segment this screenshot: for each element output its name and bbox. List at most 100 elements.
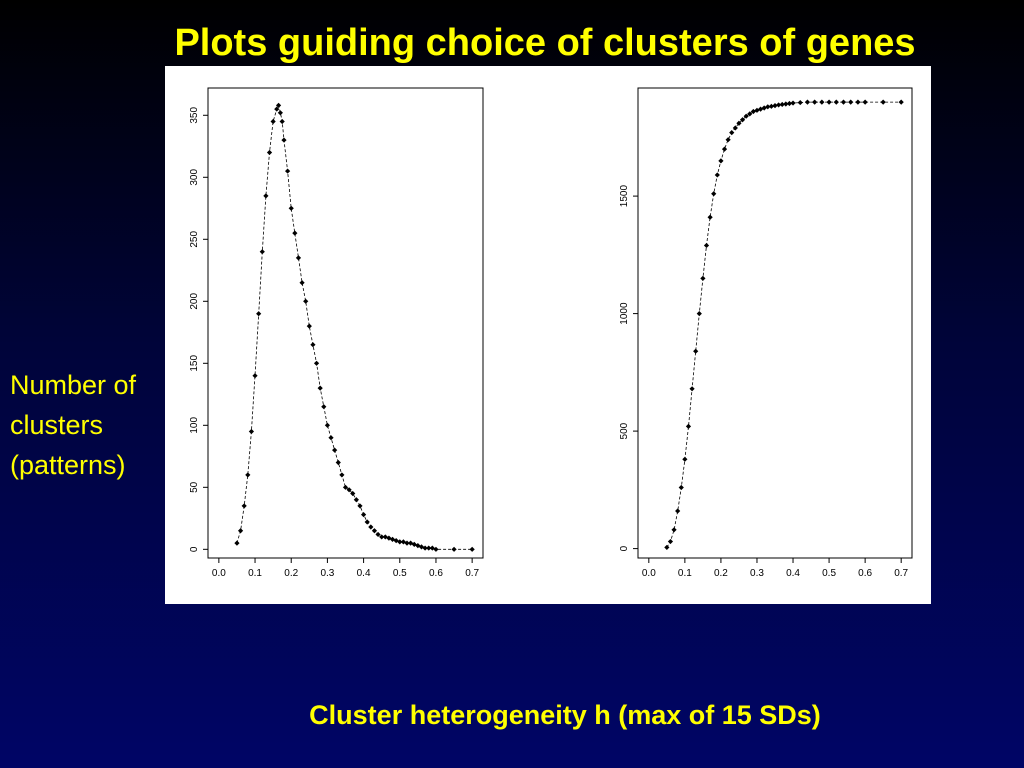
- data-point: [415, 542, 421, 549]
- series-line: [666, 101, 902, 548]
- data-point: [292, 230, 298, 236]
- data-point: [693, 348, 699, 354]
- data-point: [671, 527, 677, 533]
- data-point: [379, 534, 385, 540]
- data-point: [339, 472, 345, 478]
- data-point: [667, 538, 674, 545]
- data-point: [266, 149, 273, 156]
- data-point: [703, 242, 710, 249]
- data-point: [313, 360, 320, 366]
- data-point: [335, 459, 341, 466]
- data-point: [371, 528, 378, 534]
- data-point: [707, 214, 713, 220]
- series-line: [236, 104, 473, 550]
- data-point: [678, 484, 684, 491]
- plot-frame: [637, 87, 913, 559]
- data-point: [812, 99, 818, 105]
- x-tick-label: 0.3: [320, 568, 334, 579]
- data-point: [375, 531, 381, 538]
- data-point: [685, 423, 692, 429]
- data-point: [404, 540, 410, 546]
- data-point: [765, 104, 771, 110]
- data-point: [295, 255, 302, 261]
- data-point: [332, 447, 338, 453]
- data-point: [281, 137, 287, 143]
- x-axis-caption: Cluster heterogeneity h (max of 15 SDs): [309, 700, 821, 730]
- y-tick-label: 0: [189, 546, 200, 552]
- data-point: [833, 99, 839, 105]
- data-point: [732, 125, 738, 131]
- x-tick-label: 0.0: [212, 568, 226, 579]
- x-tick-label: 0.4: [357, 568, 371, 579]
- data-point: [786, 100, 793, 107]
- x-tick-label: 0.5: [393, 568, 407, 579]
- data-point: [840, 99, 847, 105]
- data-point: [368, 524, 374, 530]
- data-point: [711, 191, 717, 197]
- y-axis-caption: Number of clusters (patterns): [10, 365, 136, 485]
- plot-2: 0.0 0.1 0.2 0.3 0.4 0.5 0.6 0.7 0 500 1000 1500: [619, 87, 913, 579]
- data-point: [433, 546, 439, 552]
- data-point: [275, 102, 282, 108]
- data-point: [790, 100, 796, 106]
- data-point: [426, 545, 432, 551]
- data-point: [306, 323, 312, 329]
- data-point: [357, 503, 363, 509]
- data-point: [400, 539, 406, 545]
- y-caption-line-3: (patterns): [10, 450, 126, 480]
- plot-1: 0.0 0.1 0.2 0.3 0.4 0.5 0.6 0.7 0 50 100 150 200 250 3…: [189, 87, 484, 579]
- y-tick-label: 500: [619, 422, 630, 439]
- x-tick-label: 0.6: [429, 568, 443, 579]
- data-point: [696, 311, 702, 317]
- data-point: [675, 508, 681, 514]
- data-point: [248, 428, 255, 435]
- data-point: [310, 342, 316, 348]
- data-point: [718, 158, 724, 164]
- data-point: [288, 205, 294, 211]
- data-point: [804, 99, 811, 105]
- x-tick-label: 0.7: [465, 568, 479, 579]
- data-point: [689, 386, 695, 392]
- data-point: [779, 101, 785, 108]
- figure-panel: 0.0 0.1 0.2 0.3 0.4 0.5 0.6 0.7 0 50 100 150 200 250 3…: [165, 66, 931, 604]
- y-tick-label: 1000: [619, 302, 630, 325]
- data-point: [761, 105, 767, 111]
- data-point: [353, 497, 359, 503]
- data-point: [700, 275, 706, 281]
- x-tick-label: 0.1: [248, 568, 262, 579]
- data-point: [747, 111, 753, 117]
- data-point: [285, 168, 291, 174]
- data-point: [237, 528, 244, 534]
- y-caption-line-1: Number of: [10, 370, 137, 400]
- y-tick-label: 100: [189, 417, 200, 434]
- data-point: [411, 541, 417, 547]
- data-point: [451, 546, 457, 552]
- data-point: [234, 540, 240, 546]
- data-point: [321, 404, 327, 410]
- x-tick-label: 0.3: [750, 568, 764, 579]
- data-point: [826, 99, 832, 105]
- x-tick-label: 0.1: [678, 568, 692, 579]
- data-point: [743, 113, 749, 119]
- data-point: [245, 472, 251, 478]
- data-point: [819, 99, 825, 105]
- data-point: [317, 385, 323, 391]
- data-point: [725, 137, 731, 143]
- data-point: [328, 435, 334, 441]
- data-point: [364, 519, 370, 525]
- y-tick-label: 1500: [619, 185, 630, 208]
- data-point: [664, 544, 670, 551]
- data-point: [880, 99, 886, 105]
- data-point: [739, 117, 746, 123]
- y-tick-label: 250: [189, 231, 200, 248]
- x-tick-label: 0.4: [786, 568, 800, 579]
- data-point: [729, 130, 735, 136]
- data-point: [342, 484, 349, 490]
- data-point: [898, 99, 904, 105]
- data-point: [279, 118, 285, 125]
- data-point: [346, 487, 352, 493]
- slide-title: Plots guiding choice of clusters of gene…: [174, 22, 916, 64]
- data-point: [855, 99, 861, 105]
- data-point: [397, 539, 403, 545]
- x-tick-label: 0.6: [858, 568, 872, 579]
